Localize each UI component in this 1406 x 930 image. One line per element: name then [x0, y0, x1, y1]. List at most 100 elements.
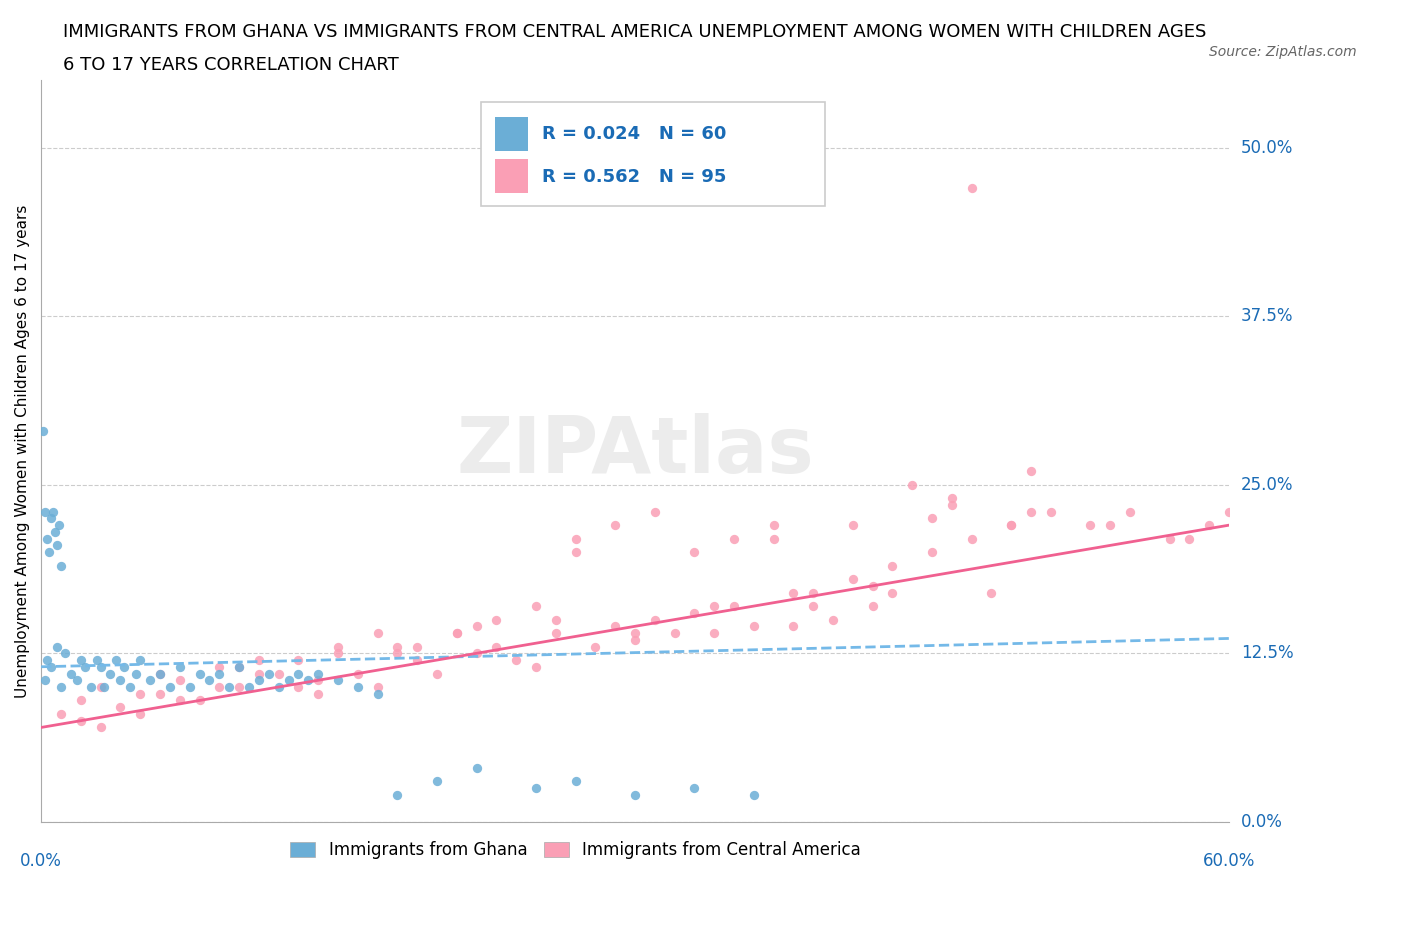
- Point: [93, 680, 115, 695]
- Point: [921, 511, 943, 525]
- Point: [1019, 464, 1042, 479]
- Point: [703, 599, 725, 614]
- Point: [544, 612, 567, 627]
- Point: [941, 498, 963, 512]
- Point: [110, 699, 132, 714]
- Point: [208, 659, 231, 674]
- Point: [1119, 504, 1142, 519]
- Text: 50.0%: 50.0%: [1241, 139, 1294, 156]
- Point: [238, 680, 260, 695]
- Point: [287, 666, 309, 681]
- Point: [1080, 518, 1102, 533]
- Text: 60.0%: 60.0%: [1204, 852, 1256, 870]
- Point: [38, 545, 60, 560]
- Point: [49, 707, 72, 722]
- Legend: Immigrants from Ghana, Immigrants from Central America: Immigrants from Ghana, Immigrants from C…: [284, 834, 868, 866]
- Point: [644, 612, 666, 627]
- Y-axis label: Unemployment Among Women with Children Ages 6 to 17 years: Unemployment Among Women with Children A…: [15, 205, 30, 698]
- Point: [49, 680, 72, 695]
- FancyBboxPatch shape: [495, 117, 529, 151]
- Point: [297, 672, 319, 687]
- Point: [188, 666, 211, 681]
- Text: Source: ZipAtlas.com: Source: ZipAtlas.com: [1209, 45, 1357, 59]
- Point: [169, 659, 191, 674]
- Point: [34, 504, 56, 519]
- Point: [347, 680, 370, 695]
- Point: [73, 659, 96, 674]
- Point: [387, 639, 409, 654]
- Point: [801, 599, 824, 614]
- Point: [842, 518, 865, 533]
- Point: [149, 666, 172, 681]
- Point: [367, 626, 389, 641]
- Point: [79, 680, 101, 695]
- Text: ZIPAtlas: ZIPAtlas: [457, 413, 814, 489]
- Point: [524, 780, 547, 795]
- Point: [1218, 504, 1240, 519]
- Point: [862, 599, 884, 614]
- Point: [485, 639, 508, 654]
- Point: [762, 531, 785, 546]
- Point: [139, 672, 162, 687]
- Point: [89, 659, 111, 674]
- Point: [742, 618, 765, 633]
- Point: [228, 680, 250, 695]
- Point: [524, 599, 547, 614]
- Point: [742, 788, 765, 803]
- Point: [723, 599, 745, 614]
- FancyBboxPatch shape: [481, 102, 825, 206]
- Point: [664, 626, 686, 641]
- Point: [683, 545, 706, 560]
- Point: [683, 605, 706, 620]
- Point: [49, 558, 72, 573]
- Point: [406, 653, 429, 668]
- Point: [762, 518, 785, 533]
- Point: [287, 680, 309, 695]
- Point: [110, 672, 132, 687]
- Point: [267, 680, 290, 695]
- Point: [1000, 518, 1022, 533]
- Point: [564, 545, 586, 560]
- Point: [307, 666, 329, 681]
- Point: [44, 525, 66, 539]
- Point: [247, 672, 270, 687]
- Point: [960, 180, 983, 195]
- Point: [1000, 518, 1022, 533]
- Text: 6 TO 17 YEARS CORRELATION CHART: 6 TO 17 YEARS CORRELATION CHART: [63, 56, 399, 73]
- Point: [605, 518, 627, 533]
- Point: [129, 707, 152, 722]
- Point: [267, 666, 290, 681]
- Point: [605, 618, 627, 633]
- Point: [406, 639, 429, 654]
- Point: [66, 672, 89, 687]
- Point: [921, 545, 943, 560]
- Point: [723, 531, 745, 546]
- Point: [89, 680, 111, 695]
- Point: [105, 653, 128, 668]
- Point: [585, 639, 607, 654]
- Point: [782, 585, 804, 600]
- Point: [35, 653, 58, 668]
- Point: [53, 645, 76, 660]
- Point: [387, 645, 409, 660]
- Point: [564, 531, 586, 546]
- Point: [505, 653, 527, 668]
- Point: [129, 686, 152, 701]
- Point: [100, 666, 122, 681]
- Point: [703, 626, 725, 641]
- Point: [208, 680, 231, 695]
- Point: [624, 788, 647, 803]
- Text: 0.0%: 0.0%: [20, 852, 62, 870]
- Point: [69, 653, 91, 668]
- Point: [228, 659, 250, 674]
- Point: [188, 693, 211, 708]
- Point: [125, 666, 148, 681]
- Point: [624, 626, 647, 641]
- Point: [247, 653, 270, 668]
- Point: [882, 585, 904, 600]
- Point: [179, 680, 201, 695]
- Point: [149, 686, 172, 701]
- Point: [69, 713, 91, 728]
- FancyBboxPatch shape: [495, 159, 529, 193]
- Point: [307, 672, 329, 687]
